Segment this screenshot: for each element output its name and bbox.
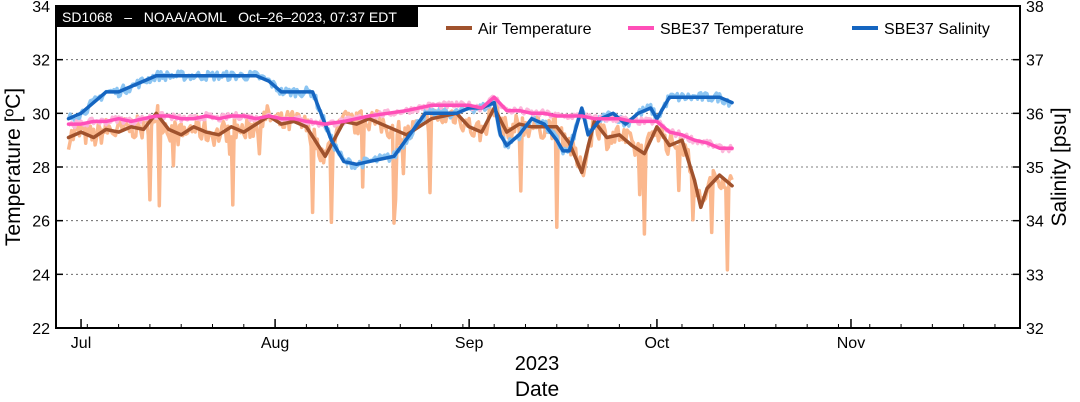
legend-label: SBE37 Temperature — [660, 21, 804, 38]
y-left-tick-label: 28 — [32, 160, 50, 177]
y-axis-right-title: Salinity [psu] — [1048, 107, 1071, 226]
series-layer — [66, 74, 734, 210]
series-line — [66, 95, 734, 150]
y-right-tick-label: 32 — [1026, 321, 1044, 338]
chart-header: SD1068 – NOAA/AOML Oct–26–2023, 07:37 ED… — [62, 9, 397, 25]
legend-label: Air Temperature — [478, 21, 592, 38]
series-line — [66, 74, 734, 167]
y-right-tick-label: 34 — [1026, 214, 1044, 231]
x-axis-year-label: 2023 — [515, 353, 560, 375]
legend-label: SBE37 Salinity — [884, 21, 990, 38]
x-tick-label: Nov — [837, 335, 865, 352]
y-right-tick-label: 36 — [1026, 106, 1044, 123]
raw-trace — [67, 94, 734, 154]
legend: Air Temperature SBE37 Temperature SBE37 Sa… — [446, 21, 990, 38]
axis-ticks: 22 24 26 28 30 32 34 32 33 34 35 36 37 38 Jul Aug Sep Oct… — [32, 0, 1044, 352]
y-left-tick-label: 24 — [32, 267, 50, 284]
raw-trace — [66, 101, 734, 272]
y-left-tick-label: 26 — [32, 214, 50, 231]
y-right-tick-label: 38 — [1026, 0, 1044, 16]
x-tick-label: Sep — [455, 335, 484, 352]
x-tick-label: Aug — [261, 335, 289, 352]
y-left-tick-label: 32 — [32, 53, 50, 70]
y-left-tick-label: 30 — [32, 106, 50, 123]
x-tick-label: Jul — [71, 335, 91, 352]
header-box — [56, 6, 418, 27]
y-left-tick-label: 34 — [32, 0, 50, 16]
y-right-tick-label: 35 — [1026, 160, 1044, 177]
y-axis-left-title: Temperature [ºC] — [2, 88, 25, 246]
x-tick-label: Oct — [644, 335, 669, 352]
y-left-tick-label: 22 — [32, 321, 50, 338]
y-right-tick-label: 37 — [1026, 53, 1044, 70]
x-axis-title: Date — [515, 378, 559, 401]
series-line — [66, 106, 734, 210]
y-right-tick-label: 33 — [1026, 267, 1044, 284]
